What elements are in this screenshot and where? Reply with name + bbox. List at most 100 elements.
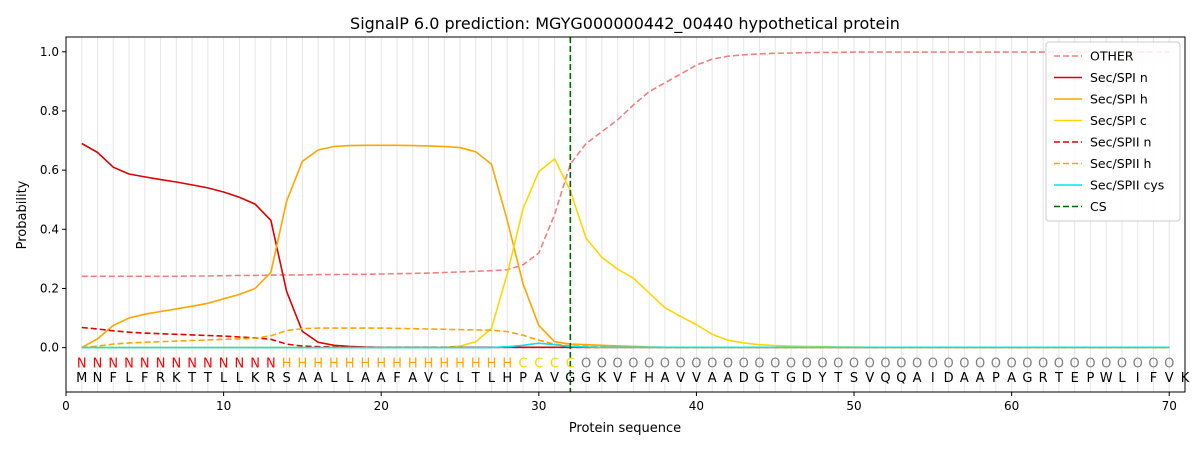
residue-21: F [393,371,400,386]
y-tick-label-2: 0.4 [40,222,59,236]
residue-61: G [1022,371,1032,386]
y-tick-label-4: 0.8 [40,104,59,118]
residue-53: Q [896,371,906,386]
region-label-43: O [739,356,749,371]
legend-label-2: Sec/SPI h [1090,92,1148,107]
region-label-13: N [266,356,276,371]
series-line-5 [81,327,1170,349]
region-label-49: O [833,356,843,371]
region-label-36: O [628,356,638,371]
residue-36: F [630,371,637,386]
residue-6: R [156,371,165,386]
residue-44: G [754,371,764,386]
region-label-47: O [802,356,812,371]
residue-20: A [377,371,386,386]
residue-51: V [865,371,874,386]
residue-25: L [456,371,464,386]
residue-38: A [660,371,669,386]
axes: 0 10 20 30 40 50 60 70 0.0 0.2 0.4 0.6 0.8 1.0 [40,45,1177,413]
region-label-8: N [187,356,197,371]
x-tick-label-2: 20 [374,399,389,413]
legend-box [1045,41,1181,222]
residue-22: A [408,371,417,386]
residue-29: P [519,371,527,386]
x-tick-label-1: 10 [216,399,231,413]
region-label-23: H [424,356,434,371]
residue-18: L [346,371,354,386]
region-label-9: N [203,356,213,371]
series-line-2 [81,144,1170,349]
residue-7: K [172,371,181,386]
region-label-41: O [707,356,717,371]
residue-45: T [770,371,779,386]
region-label-45: O [770,356,780,371]
residue-14: S [283,371,291,386]
residue-2: N [93,371,103,386]
x-tick-label-4: 40 [689,399,704,413]
residue-34: K [598,371,607,386]
residue-52: Q [880,371,890,386]
x-tick-label-0: 0 [62,399,70,413]
region-label-63: O [1054,356,1064,371]
x-tick-label-7: 70 [1162,399,1177,413]
residue-19: A [361,371,370,386]
region-label-52: O [880,356,890,371]
region-label-24: H [439,356,449,371]
region-label-62: O [1038,356,1048,371]
residue-63: T [1054,371,1063,386]
region-label-18: H [345,356,355,371]
residue-5: F [141,371,148,386]
region-label-50: O [849,356,859,371]
residue-59: P [992,371,1000,386]
region-label-26: H [471,356,481,371]
region-label-37: O [644,356,654,371]
region-label-55: O [928,356,938,371]
region-label-60: O [1007,356,1017,371]
residue-69: F [1150,371,1157,386]
region-label-44: O [754,356,764,371]
y-axis-label: Probability [15,180,30,249]
residue-28: H [502,371,512,386]
region-label-57: O [959,356,969,371]
residue-30: A [534,371,543,386]
y-tick-label-3: 0.6 [40,163,59,177]
region-label-69: O [1148,356,1158,371]
region-label-19: H [361,356,371,371]
region-label-14: H [282,356,292,371]
residue-33: G [581,371,591,386]
region-label-67: O [1117,356,1127,371]
residue-10: L [220,371,228,386]
region-label-42: O [723,356,733,371]
region-label-27: H [487,356,497,371]
region-label-4: N [124,356,134,371]
x-tick-label-5: 50 [846,399,861,413]
residue-48: Y [818,371,827,386]
y-tick-label-0: 0.0 [40,341,59,355]
region-label-58: O [975,356,985,371]
residue-68: I [1136,371,1140,386]
region-label-33: O [581,356,591,371]
residue-42: A [723,371,732,386]
region-label-3: N [108,356,118,371]
residue-56: D [944,371,954,386]
series-line-1 [81,142,1170,349]
region-label-31: C [550,356,559,371]
residue-64: E [1071,371,1079,386]
residue-70: V [1165,371,1174,386]
residue-49: T [833,371,842,386]
region-label-1: N [77,356,87,371]
legend: OTHER Sec/SPI n Sec/SPI h Sec/SPI c Sec/SPII… [1045,41,1181,222]
x-axis-label: Protein sequence [569,421,681,436]
region-label-35: O [613,356,623,371]
residue-55: I [931,371,935,386]
residue-32: G [565,371,575,386]
region-label-25: H [455,356,465,371]
region-label-65: O [1085,356,1095,371]
series-line-6 [81,342,1170,349]
legend-label-3: Sec/SPI c [1090,113,1147,128]
region-label-21: H [392,356,402,371]
region-label-38: O [660,356,670,371]
residue-3: F [110,371,117,386]
region-label-61: O [1022,356,1032,371]
